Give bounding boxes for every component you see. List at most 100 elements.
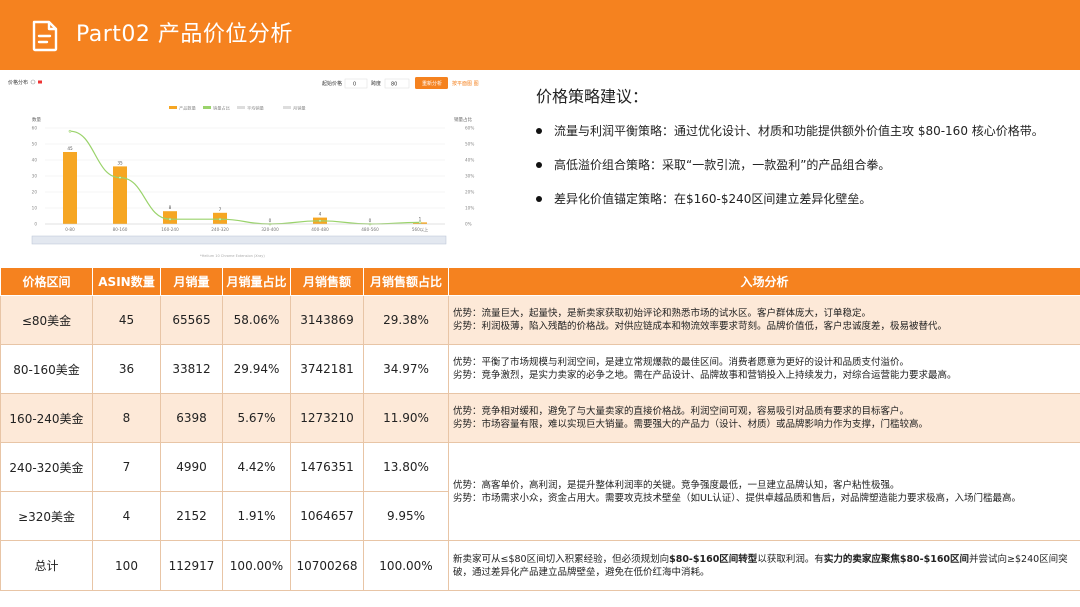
bar[interactable] bbox=[163, 211, 177, 224]
cell-revenue-pct: 13.80% bbox=[363, 442, 449, 492]
cell-asin: 36 bbox=[92, 344, 161, 394]
line-point[interactable] bbox=[68, 129, 72, 133]
page-title: Part02 产品价位分析 bbox=[76, 22, 293, 47]
y-right-tick-label: 30% bbox=[465, 174, 474, 179]
start-price-label: 起始价格 bbox=[322, 80, 342, 87]
cell-revenue: 3742181 bbox=[290, 344, 364, 394]
cell-asin: 100 bbox=[92, 540, 161, 591]
summary-bold: $80-$160区间转型 bbox=[669, 553, 758, 565]
strategy-item-text: 高低溢价组合策略：采取“一款引流，一款盈利”的产品组合拳。 bbox=[554, 158, 891, 172]
cell-analysis-merged: 优势：高客单价，高利润，是提升整体利润率的关键。竞争强度最低，一旦建立品牌认知，… bbox=[448, 442, 1080, 541]
cell-range: 总计 bbox=[0, 540, 93, 591]
y-right-tick-label: 40% bbox=[465, 158, 474, 163]
cell-sales-pct: 58.06% bbox=[222, 295, 291, 345]
cell-revenue-pct: 9.95% bbox=[363, 491, 449, 541]
line-point[interactable] bbox=[418, 221, 422, 224]
analysis-pros: 优势：平衡了市场规模与利润空间，是建立常规爆款的最佳区间。消费者愿意为更好的设计… bbox=[453, 357, 910, 368]
x-tick-label: 560以上 bbox=[412, 226, 428, 232]
analysis-cons: 劣势：竞争激烈，是实力卖家的必争之地。需在产品设计、品牌故事和营销投入上持续发力… bbox=[453, 370, 957, 381]
cell-sales: 2152 bbox=[160, 491, 223, 541]
header-sales-share: 月销量占比 bbox=[222, 267, 291, 296]
analysis-pros: 优势：竞争相对缓和，避免了与大量卖家的直接价格战。利润空间可观，容易吸引对品质有… bbox=[453, 406, 910, 417]
line-point[interactable] bbox=[118, 176, 122, 179]
table-row: 240-320美金 7 4990 4.42% 1476351 13.80% 优势… bbox=[0, 442, 1080, 541]
table-row-total: 总计 100 112917 100.00% 10700268 100.00% 新… bbox=[0, 540, 1080, 591]
bar[interactable] bbox=[63, 152, 77, 224]
analysis-cons: 劣势：市场需求小众，资金占用大。需要攻克技术壁垒（如UL认证）、提供卓越品质和售… bbox=[453, 492, 1021, 504]
y-right-axis-label: 销量占比 bbox=[454, 116, 472, 123]
reanalyze-button-label: 重新分析 bbox=[422, 80, 442, 87]
step-input[interactable] bbox=[384, 78, 410, 89]
header-monthly-sales: 月销量 bbox=[160, 267, 223, 296]
price-distribution-chart: 价格分布 起始价格 0 跨度 80 重新分析 按平面图 图 产品数量 销量占比 平均… bbox=[8, 77, 479, 258]
flag-icon bbox=[38, 80, 42, 84]
legend-label[interactable]: 平均销量 bbox=[247, 105, 264, 112]
cell-range: 160-240美金 bbox=[0, 393, 93, 443]
view-link[interactable]: 按平面图 图 bbox=[452, 80, 479, 87]
cell-revenue-pct: 11.90% bbox=[363, 393, 449, 443]
cell-sales: 33812 bbox=[160, 344, 223, 394]
x-tick-label: 80-160 bbox=[113, 227, 128, 232]
header-entry-analysis: 入场分析 bbox=[448, 267, 1080, 296]
start-price-input[interactable] bbox=[344, 78, 368, 89]
strategy-item: 高低溢价组合策略：采取“一款引流，一款盈利”的产品组合拳。 bbox=[536, 157, 1076, 173]
legend-label[interactable]: 月销量 bbox=[293, 105, 306, 112]
y-tick-label: 10 bbox=[32, 206, 38, 211]
chart-zoom-slider[interactable] bbox=[32, 236, 446, 244]
chart-zoom-slider-frame bbox=[31, 235, 447, 245]
cell-asin: 7 bbox=[92, 442, 161, 492]
cell-asin: 45 bbox=[92, 295, 161, 345]
table-row: 160-240美金 8 6398 5.67% 1273210 11.90% 优势… bbox=[0, 393, 1080, 443]
step-label: 跨度 bbox=[371, 80, 381, 87]
reanalyze-button[interactable] bbox=[415, 77, 448, 89]
summary-text: 新卖家可从≤$80区间切入积累经验，但必须规划向 bbox=[453, 553, 670, 565]
bar-data-label: 45 bbox=[67, 146, 73, 151]
header-revenue-share: 月销售额占比 bbox=[363, 267, 449, 296]
legend-swatch[interactable] bbox=[237, 106, 245, 109]
bar-data-label: 0 bbox=[369, 218, 372, 223]
price-distribution-chart-panel: 价格分布 起始价格 0 跨度 80 重新分析 按平面图 图 产品数量 销量占比 平均… bbox=[5, 72, 485, 262]
line-point[interactable] bbox=[318, 219, 322, 223]
legend-swatch[interactable] bbox=[169, 106, 177, 109]
cell-sales-pct: 29.94% bbox=[222, 344, 291, 394]
cell-revenue-pct: 29.38% bbox=[363, 295, 449, 345]
y-right-tick-label: 50% bbox=[465, 142, 474, 147]
y-tick-label: 0 bbox=[34, 222, 37, 227]
legend-label[interactable]: 产品数量 bbox=[179, 105, 196, 112]
strategy-item: 流量与利润平衡策略：通过优化设计、材质和功能提供额外价值主攻 $80-160 核… bbox=[536, 123, 1076, 139]
x-tick-label: 320-400 bbox=[261, 227, 279, 232]
bar-data-label: 8 bbox=[169, 205, 172, 210]
legend-label[interactable]: 销量占比 bbox=[213, 105, 230, 112]
bullet-icon bbox=[536, 196, 542, 202]
strategy-item-text: 差异化价值锚定策略：在$160-$240区间建立差异化壁垒。 bbox=[554, 192, 872, 206]
x-tick-label: 0-80 bbox=[65, 227, 75, 232]
cell-revenue-pct: 100.00% bbox=[363, 540, 449, 591]
y-tick-label: 50 bbox=[32, 142, 38, 147]
chart-footer-text: *Helium 10 Chrome Extension (Xray) bbox=[200, 254, 265, 258]
strategy-item: 差异化价值锚定策略：在$160-$240区间建立差异化壁垒。 bbox=[536, 191, 1076, 207]
legend-swatch[interactable] bbox=[203, 106, 211, 109]
chart-bars: 45 35 8 7 0 4 0 1 bbox=[63, 146, 427, 224]
cell-sales: 4990 bbox=[160, 442, 223, 492]
bar-data-label: 7 bbox=[219, 207, 222, 212]
cell-analysis: 优势：平衡了市场规模与利润空间，是建立常规爆款的最佳区间。消费者愿意为更好的设计… bbox=[448, 344, 1080, 394]
line-point[interactable] bbox=[218, 217, 222, 221]
info-icon bbox=[30, 79, 36, 85]
table-header-row: 价格区间 ASIN数量 月销量 月销量占比 月销售额 月销售额占比 入场分析 bbox=[0, 267, 1080, 296]
cell-revenue: 3143869 bbox=[290, 295, 364, 345]
chart-grid: 0 0%10 10%20 20%30 30%40 40%50 50%60 60% bbox=[32, 126, 475, 227]
cell-revenue: 1273210 bbox=[290, 393, 364, 443]
analysis-cons: 劣势：利润极薄，陷入残酷的价格战。对供应链成本和物流效率要求苛刻。品牌价值低，客… bbox=[453, 321, 948, 332]
table-row: ≥320美金 4 2152 1.91% 1064657 9.95% bbox=[0, 491, 1080, 541]
strategy-title: 价格策略建议： bbox=[536, 87, 649, 106]
bar[interactable] bbox=[113, 166, 127, 224]
step-value: 80 bbox=[391, 82, 397, 88]
cell-sales-pct: 1.91% bbox=[222, 491, 291, 541]
cell-range: ≥320美金 bbox=[0, 491, 93, 541]
legend-swatch[interactable] bbox=[283, 106, 291, 109]
cell-sales: 65565 bbox=[160, 295, 223, 345]
y-tick-label: 40 bbox=[32, 158, 38, 163]
line-point[interactable] bbox=[168, 217, 172, 221]
cell-revenue-pct: 34.97% bbox=[363, 344, 449, 394]
analysis-cons: 劣势：市场容量有限，难以实现巨大销量。需要强大的产品力（设计、材质）或品牌影响力… bbox=[453, 419, 929, 430]
